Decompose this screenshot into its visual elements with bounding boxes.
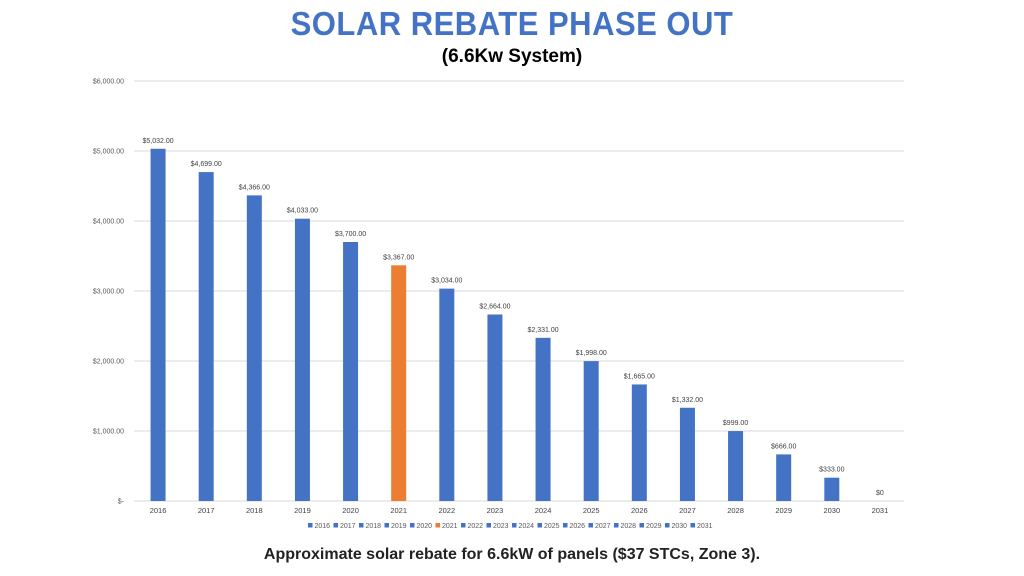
- legend-swatch-2031: [690, 523, 695, 528]
- legend-swatch-2025: [537, 523, 542, 528]
- x-tick-label: 2028: [727, 506, 744, 515]
- y-tick-label: $-: [118, 499, 125, 506]
- legend-swatch-2019: [384, 523, 389, 528]
- data-label-2020: $3,700.00: [335, 231, 366, 238]
- bar-2030: [824, 477, 840, 501]
- data-label-2027: $1,332.00: [672, 397, 703, 404]
- legend-entry-2026: 2026: [570, 523, 586, 530]
- legend-entry-2030: 2030: [672, 523, 688, 530]
- data-label-2022: $3,034.00: [431, 278, 462, 285]
- legend-entry-2027: 2027: [595, 523, 611, 530]
- legend: 2016 2017 2018 2019 2020 2021 2022 2023 2024 2025…: [308, 523, 713, 530]
- x-tick-label: 2018: [246, 506, 263, 515]
- y-tick-label: $4,000.00: [93, 219, 124, 226]
- data-label-2030: $333.00: [819, 467, 844, 474]
- legend-swatch-2022: [461, 523, 466, 528]
- bar-2016: [150, 148, 166, 501]
- y-tick-label: $6,000.00: [93, 79, 124, 86]
- legend-entry-2029: 2029: [646, 523, 662, 530]
- bars: [150, 148, 840, 501]
- data-label-2026: $1,665.00: [624, 373, 655, 380]
- legend-swatch-2016: [308, 523, 313, 528]
- data-label-2029: $666.00: [771, 443, 796, 450]
- data-label-2021: $3,367.00: [383, 254, 414, 261]
- legend-swatch-2020: [410, 523, 415, 528]
- legend-entry-2022: 2022: [468, 523, 484, 530]
- bar-2023: [487, 314, 503, 501]
- bar-2019: [294, 218, 310, 501]
- x-axis-ticks: 2016 2017 2018 2019 2020 2021 2022 2023 2024 2025…: [150, 506, 889, 515]
- y-axis-ticks: $- $1,000.00 $2,000.00 $3,000.00 $4,000.00 $5…: [93, 79, 125, 506]
- data-label-2028: $999.00: [723, 420, 748, 427]
- bar-2020: [343, 242, 359, 501]
- data-label-2019: $4,033.00: [287, 208, 318, 215]
- x-tick-label: 2031: [872, 506, 889, 515]
- chart-subtitle: (6.6Kw System): [441, 46, 583, 67]
- bar-2026: [631, 384, 647, 501]
- legend-entry-2016: 2016: [315, 523, 331, 530]
- bar-2027: [679, 407, 695, 501]
- y-tick-label: $3,000.00: [93, 289, 124, 296]
- data-label-2024: $2,331.00: [527, 327, 558, 334]
- bar-2025: [583, 361, 599, 501]
- x-tick-label: 2027: [679, 506, 696, 515]
- legend-swatch-2021: [435, 523, 440, 528]
- y-tick-label: $5,000.00: [93, 149, 124, 156]
- legend-swatch-2027: [588, 523, 593, 528]
- legend-swatch-2026: [563, 523, 568, 528]
- data-labels: $5,032.00 $4,699.00 $4,366.00 $4,033.00 $3,7…: [142, 138, 883, 497]
- legend-swatch-2018: [359, 523, 364, 528]
- legend-swatch-2030: [665, 523, 670, 528]
- bar-2017: [198, 172, 214, 501]
- x-tick-label: 2017: [198, 506, 215, 515]
- chart-title: SOLAR REBATE PHASE OUT: [290, 4, 734, 43]
- data-label-2023: $2,664.00: [479, 304, 510, 311]
- x-tick-label: 2030: [823, 506, 840, 515]
- legend-entry-2019: 2019: [391, 523, 407, 530]
- x-tick-label: 2016: [150, 506, 167, 515]
- x-tick-label: 2021: [390, 506, 407, 515]
- legend-swatch-2029: [639, 523, 644, 528]
- chart-caption: Approximate solar rebate for 6.6kW of pa…: [263, 546, 761, 563]
- legend-swatch-2017: [333, 523, 338, 528]
- legend-swatch-2024: [512, 523, 517, 528]
- legend-entry-2028: 2028: [621, 523, 637, 530]
- data-label-2017: $4,699.00: [191, 161, 222, 168]
- bar-2028: [728, 431, 744, 501]
- legend-swatch-2023: [486, 523, 491, 528]
- legend-entry-2025: 2025: [544, 523, 560, 530]
- data-label-2025: $1,998.00: [576, 350, 607, 357]
- legend-swatch-2028: [614, 523, 619, 528]
- gridlines: [134, 80, 904, 502]
- y-tick-label: $2,000.00: [93, 359, 124, 366]
- x-tick-label: 2029: [775, 506, 792, 515]
- y-tick-label: $1,000.00: [93, 429, 124, 436]
- legend-entry-2023: 2023: [493, 523, 509, 530]
- x-tick-label: 2020: [342, 506, 359, 515]
- legend-entry-2024: 2024: [519, 523, 535, 530]
- bar-2021: [391, 265, 407, 501]
- x-tick-label: 2026: [631, 506, 648, 515]
- legend-entry-2018: 2018: [366, 523, 382, 530]
- bar-2022: [439, 288, 455, 501]
- legend-entry-2021: 2021: [442, 523, 458, 530]
- legend-entry-2031: 2031: [697, 523, 713, 530]
- x-tick-label: 2019: [294, 506, 311, 515]
- x-tick-label: 2025: [583, 506, 600, 515]
- bar-2018: [246, 195, 262, 501]
- legend-entry-2017: 2017: [340, 523, 356, 530]
- data-label-2016: $5,032.00: [142, 138, 173, 145]
- legend-entry-2020: 2020: [417, 523, 433, 530]
- data-label-2031: $0: [876, 490, 884, 497]
- bar-2024: [535, 337, 551, 501]
- x-tick-label: 2023: [487, 506, 504, 515]
- x-tick-label: 2022: [438, 506, 455, 515]
- bar-2029: [776, 454, 792, 501]
- x-tick-label: 2024: [535, 506, 552, 515]
- data-label-2018: $4,366.00: [239, 184, 270, 191]
